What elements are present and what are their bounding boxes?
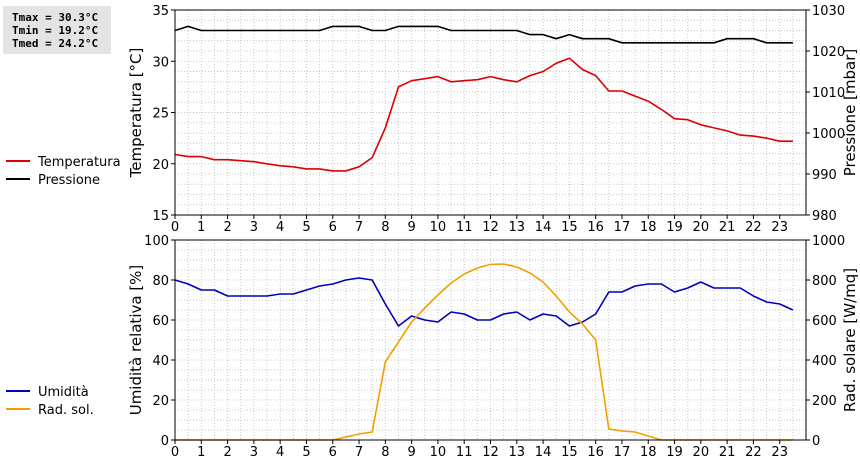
x-tick-label: 18 [640,445,657,460]
x-tick-label: 6 [329,220,337,235]
x-tick-label: 11 [456,220,473,235]
x-tick-label: 7 [355,220,363,235]
y2-tick-label: 600 [812,314,837,329]
y2-tick-label: 1010 [812,86,845,101]
x-tick-label: 20 [693,220,710,235]
legend-label-pressione: Pressione [38,173,100,188]
y2-tick-label: 1000 [812,127,845,142]
x-tick-label: 20 [693,445,710,460]
x-tick-label: 1 [197,445,205,460]
y-tick-label: 60 [152,314,169,329]
x-tick-label: 16 [587,220,604,235]
plots: 0 1 2 3 4 5 6 7 8 9 10 11 12 13 14 15 16 17 18 19 20 21 22 2315… [127,4,859,460]
x-tick-label: 7 [355,445,363,460]
chart-panel-2: 0 1 2 3 4 5 6 7 8 9 10 11 12 13 14 15 16 17 18 19 20 21 22 2302… [127,234,859,460]
stat-tmin: Tmin = 19.2°C [12,24,98,37]
x-tick-label: 0 [171,220,179,235]
y2-tick-label: 200 [812,394,837,409]
x-tick-label: 22 [745,445,762,460]
x-tick-label: 13 [509,445,526,460]
y-tick-label: 35 [152,4,169,19]
x-tick-label: 12 [482,220,499,235]
x-tick-label: 8 [381,445,389,460]
x-tick-label: 10 [430,445,447,460]
grid-lines [174,239,807,441]
x-tick-label: 12 [482,445,499,460]
x-tick-label: 15 [561,220,578,235]
x-tick-label: 17 [614,220,631,235]
x-tick-label: 2 [223,220,231,235]
x-tick-label: 0 [171,445,179,460]
y2-tick-label: 1020 [812,45,845,60]
stat-tmax: Tmax = 30.3°C [12,11,98,24]
y2-axis-title: Rad. solare [W/mq] [841,268,859,412]
legend-label-temperatura: Temperatura [37,155,121,170]
y-tick-label: 40 [152,354,169,369]
x-tick-label: 14 [535,445,552,460]
series-line-umidit- [174,277,794,327]
x-tick-label: 6 [329,445,337,460]
x-tick-label: 23 [771,445,788,460]
y-axis-title: Umidità relativa [%] [127,265,145,416]
stats-box: Tmax = 30.3°C Tmin = 19.2°C Tmed = 24.2°… [3,6,111,54]
x-tick-label: 3 [250,445,258,460]
x-tick-label: 10 [430,220,447,235]
x-tick-label: 15 [561,445,578,460]
x-tick-label: 1 [197,220,205,235]
x-tick-label: 21 [719,445,736,460]
y-tick-label: 15 [152,209,169,224]
x-tick-label: 18 [640,220,657,235]
x-tick-label: 5 [302,445,310,460]
y2-tick-label: 800 [812,274,837,289]
y-tick-label: 20 [152,158,169,173]
y2-tick-label: 980 [812,209,837,224]
x-tick-label: 22 [745,220,762,235]
y2-tick-label: 990 [812,168,837,183]
y-tick-label: 80 [152,274,169,289]
y-tick-label: 0 [161,434,169,449]
legend-label-umidita: Umidità [38,385,89,400]
y2-tick-label: 400 [812,354,837,369]
x-tick-label: 14 [535,220,552,235]
x-tick-label: 21 [719,220,736,235]
y2-tick-label: 1000 [812,234,845,249]
y2-tick-label: 0 [812,434,820,449]
y-axis-title: Temperatura [°C] [127,48,145,179]
series-line-pressione [174,25,793,44]
stat-tmed: Tmed = 24.2°C [12,37,98,50]
legend-bottom: Umidità Rad. sol. [6,385,94,418]
x-tick-label: 2 [223,445,231,460]
x-tick-label: 9 [407,445,415,460]
x-tick-label: 19 [666,445,683,460]
x-tick-label: 16 [587,445,604,460]
stats-background [3,6,111,54]
x-tick-label: 4 [276,220,284,235]
legend-top: Temperatura Pressione [6,155,121,188]
legend-label-radsol: Rad. sol. [38,403,94,418]
x-tick-label: 3 [250,220,258,235]
x-tick-label: 4 [276,445,284,460]
x-tick-label: 5 [302,220,310,235]
y-tick-label: 30 [152,55,169,70]
y-tick-label: 100 [144,234,169,249]
y2-tick-label: 1030 [812,4,845,19]
y2-axis-title: Pressione [mbar] [841,49,859,177]
y-tick-label: 20 [152,394,169,409]
x-tick-label: 11 [456,445,473,460]
x-tick-label: 8 [381,220,389,235]
y-tick-label: 25 [152,107,169,122]
chart-panel-1: 0 1 2 3 4 5 6 7 8 9 10 11 12 13 14 15 16 17 18 19 20 21 22 2315… [127,4,859,235]
x-tick-label: 13 [509,220,526,235]
series-line-temperatura [174,57,793,172]
x-tick-label: 19 [666,220,683,235]
x-tick-label: 23 [771,220,788,235]
x-tick-label: 17 [614,445,631,460]
x-tick-label: 9 [407,220,415,235]
